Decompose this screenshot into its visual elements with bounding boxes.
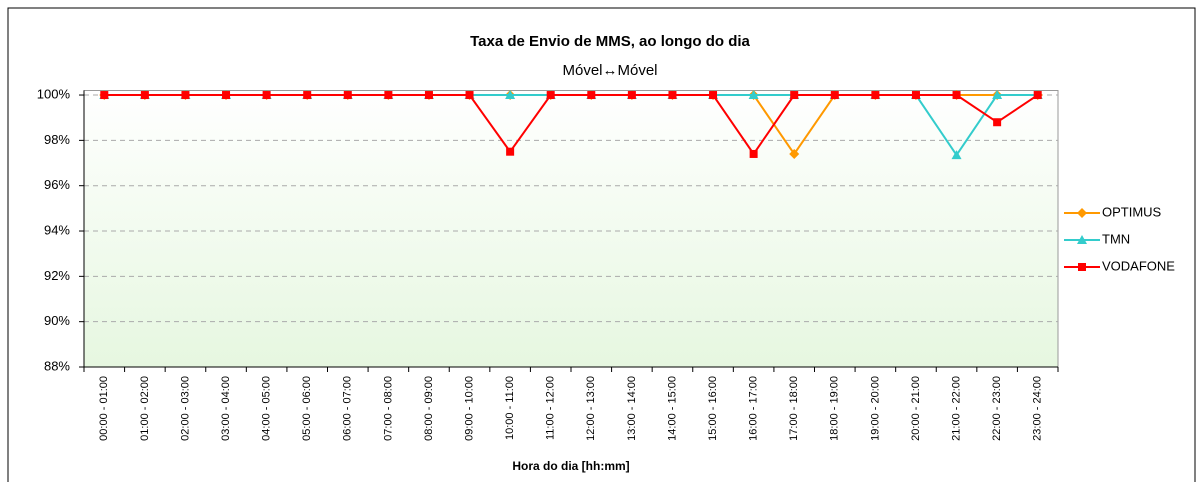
marker bbox=[100, 91, 109, 100]
x-tick-label: 17:00 - 18:00 bbox=[788, 376, 800, 441]
x-tick-label: 13:00 - 14:00 bbox=[626, 376, 638, 441]
marker bbox=[546, 91, 555, 100]
marker bbox=[668, 91, 677, 100]
x-tick-label: 16:00 - 17:00 bbox=[748, 376, 760, 441]
marker bbox=[830, 91, 839, 100]
y-tick-label: 98% bbox=[44, 132, 70, 147]
x-axis-label: Hora do dia [hh:mm] bbox=[512, 459, 629, 473]
x-tick-label: 02:00 - 03:00 bbox=[179, 376, 191, 441]
chart-frame bbox=[7, 7, 1196, 482]
legend-label: TMN bbox=[1102, 231, 1130, 246]
marker bbox=[343, 91, 352, 100]
marker bbox=[1077, 235, 1087, 244]
y-tick-label: 88% bbox=[44, 358, 70, 373]
x-tick-label: 19:00 - 20:00 bbox=[869, 376, 881, 441]
x-tick-label: 04:00 - 05:00 bbox=[261, 376, 273, 441]
x-tick-label: 15:00 - 16:00 bbox=[707, 376, 719, 441]
x-tick-label: 22:00 - 23:00 bbox=[991, 376, 1003, 441]
y-tick-label: 100% bbox=[37, 86, 71, 101]
x-tick-label: 01:00 - 02:00 bbox=[139, 376, 151, 441]
x-tick-label: 11:00 - 12:00 bbox=[545, 376, 557, 440]
x-tick-label: 20:00 - 21:00 bbox=[910, 376, 922, 441]
y-tick-label: 96% bbox=[44, 177, 70, 192]
marker bbox=[262, 91, 271, 100]
marker bbox=[951, 150, 962, 160]
chart-subtitle: Móvel↔Móvel bbox=[562, 62, 657, 79]
marker bbox=[505, 90, 516, 100]
plot-area bbox=[83, 90, 1059, 368]
marker bbox=[789, 148, 800, 159]
marker bbox=[709, 91, 718, 100]
legend-label: OPTIMUS bbox=[1102, 204, 1162, 219]
chart-title: Taxa de Envio de MMS, ao longo do dia bbox=[470, 33, 750, 50]
marker bbox=[871, 91, 880, 100]
x-tick-label: 08:00 - 09:00 bbox=[423, 376, 435, 441]
x-tick-label: 09:00 - 10:00 bbox=[463, 376, 475, 441]
y-tick-label: 90% bbox=[44, 313, 70, 328]
x-tick-label: 23:00 - 24:00 bbox=[1032, 376, 1044, 441]
marker bbox=[506, 147, 515, 156]
x-tick-label: 03:00 - 04:00 bbox=[220, 376, 232, 441]
marker bbox=[465, 91, 474, 100]
marker bbox=[911, 91, 920, 100]
marker bbox=[587, 91, 596, 100]
marker bbox=[424, 91, 433, 100]
marker bbox=[749, 149, 758, 158]
marker bbox=[181, 91, 190, 100]
x-tick-label: 12:00 - 13:00 bbox=[585, 376, 597, 441]
marker bbox=[222, 91, 231, 100]
marker bbox=[627, 91, 636, 100]
x-tick-label: 21:00 - 22:00 bbox=[950, 376, 962, 441]
marker bbox=[790, 91, 799, 100]
marker bbox=[1077, 208, 1087, 218]
marker bbox=[1078, 263, 1086, 271]
series-line bbox=[104, 94, 1039, 156]
x-tick-label: 05:00 - 06:00 bbox=[301, 376, 313, 441]
marker bbox=[140, 91, 149, 100]
x-tick-label: 14:00 - 15:00 bbox=[666, 376, 678, 441]
marker bbox=[952, 91, 961, 100]
x-tick-label: 10:00 - 11:00 bbox=[504, 376, 516, 440]
y-tick-label: 94% bbox=[44, 222, 70, 237]
marker bbox=[1033, 91, 1042, 100]
legend-label: VODAFONE bbox=[1102, 258, 1175, 273]
x-tick-label: 00:00 - 01:00 bbox=[98, 376, 110, 441]
x-tick-label: 18:00 - 19:00 bbox=[829, 376, 841, 441]
marker bbox=[384, 91, 393, 100]
marker bbox=[748, 90, 759, 100]
x-tick-label: 07:00 - 08:00 bbox=[382, 376, 394, 441]
marker bbox=[992, 90, 1003, 100]
marker bbox=[303, 91, 312, 100]
y-tick-label: 92% bbox=[44, 268, 70, 283]
marker bbox=[993, 118, 1002, 127]
x-tick-label: 06:00 - 07:00 bbox=[342, 376, 354, 441]
